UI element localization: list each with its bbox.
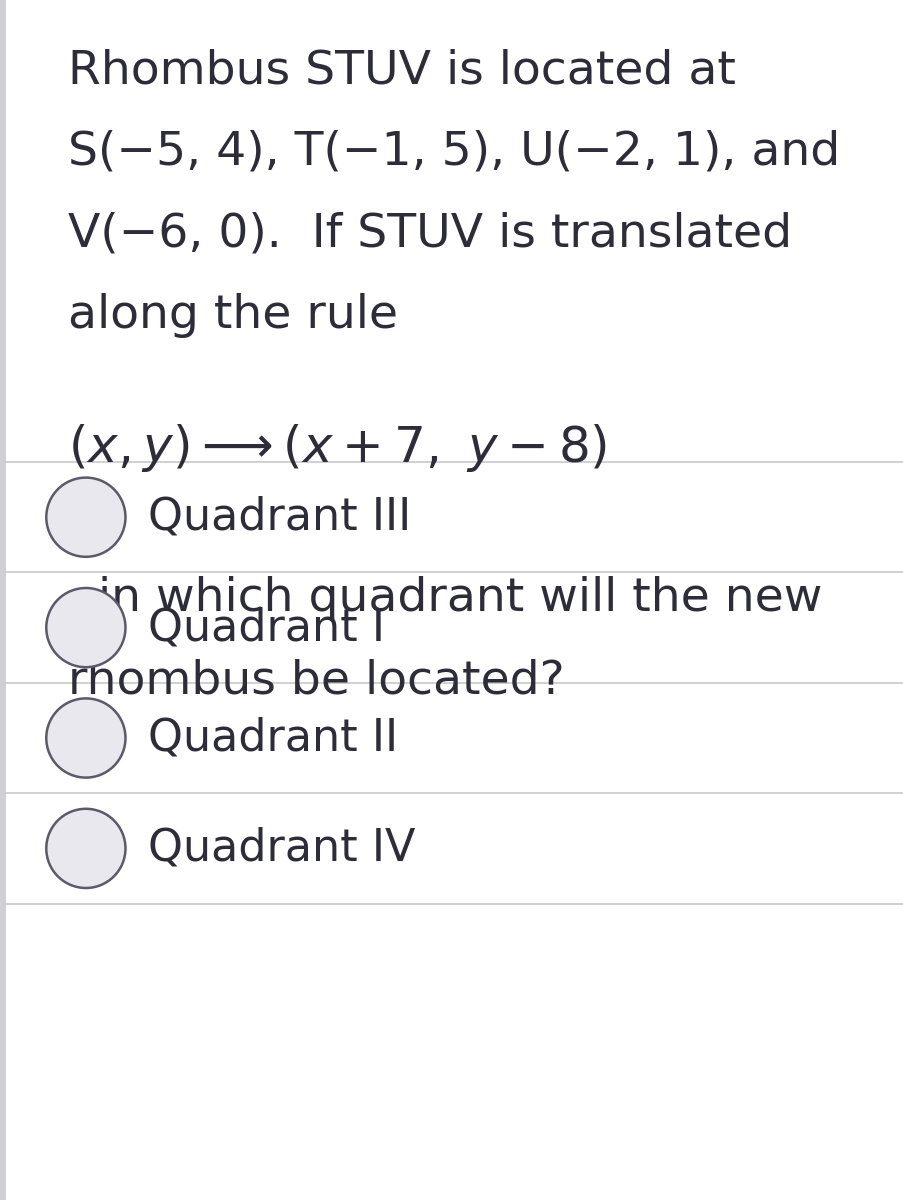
Text: Quadrant II: Quadrant II [148,716,397,760]
Text: , in which quadrant will the new: , in which quadrant will the new [68,576,821,622]
Ellipse shape [46,809,126,888]
Text: V(−6, 0).  If STUV is translated: V(−6, 0). If STUV is translated [68,211,791,257]
Bar [0,0,6,1200]
Ellipse shape [46,478,126,557]
Ellipse shape [46,588,126,667]
Text: along the rule: along the rule [68,293,397,338]
Text: $(x, y) \longrightarrow (x + 7,\ y - 8)$: $(x, y) \longrightarrow (x + 7,\ y - 8)$ [68,422,606,474]
Text: Quadrant III: Quadrant III [148,496,411,539]
Text: S(−5, 4), T(−1, 5), U(−2, 1), and: S(−5, 4), T(−1, 5), U(−2, 1), and [68,130,839,175]
Text: rhombus be located?: rhombus be located? [68,658,563,703]
Text: Quadrant IV: Quadrant IV [148,827,415,870]
Ellipse shape [46,698,126,778]
Text: Quadrant I: Quadrant I [148,606,385,649]
Text: Rhombus STUV is located at: Rhombus STUV is located at [68,48,735,92]
